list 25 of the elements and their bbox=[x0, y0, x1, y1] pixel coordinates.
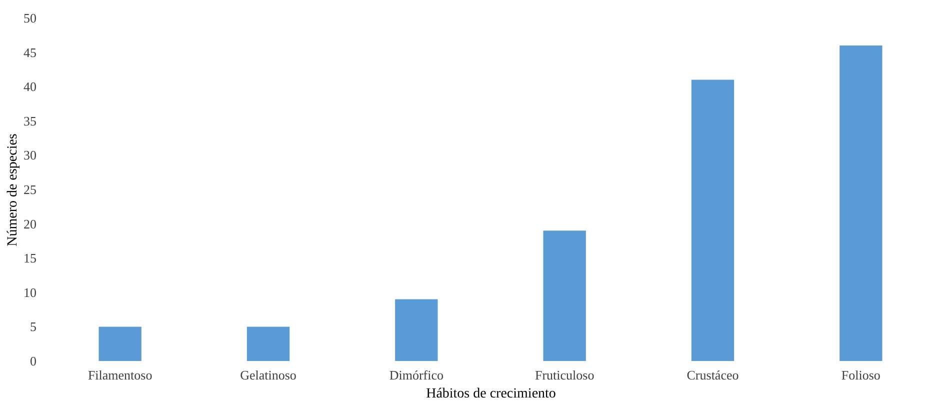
x-tick-label: Filamentoso bbox=[88, 368, 152, 382]
y-tick-label: 15 bbox=[24, 250, 36, 266]
x-tick-label: Folioso bbox=[841, 368, 880, 382]
bar bbox=[691, 80, 734, 361]
x-tick-label: Dimórfico bbox=[389, 368, 444, 382]
y-tick-label: 25 bbox=[24, 182, 36, 197]
y-tick-label: 5 bbox=[30, 319, 36, 334]
y-tick-label: 40 bbox=[24, 79, 36, 94]
bar bbox=[395, 299, 438, 361]
y-tick-label: 45 bbox=[24, 44, 36, 60]
bar bbox=[246, 326, 290, 361]
x-tick-label: Fruticuloso bbox=[534, 368, 594, 382]
y-tick-label: 50 bbox=[24, 10, 36, 26]
x-tick-label: Crustáceo bbox=[686, 368, 739, 382]
y-tick-label: 0 bbox=[30, 354, 36, 368]
bar bbox=[98, 326, 142, 361]
bar bbox=[840, 45, 882, 361]
y-tick-label: 10 bbox=[24, 284, 36, 300]
y-tick-label: 20 bbox=[24, 216, 36, 232]
x-axis-title: Hábitos de crecimiento bbox=[426, 386, 556, 402]
bar bbox=[543, 230, 586, 361]
y-tick-label: 30 bbox=[24, 148, 36, 163]
y-axis-title: Número de especies bbox=[6, 134, 20, 246]
y-tick-label: 35 bbox=[24, 113, 36, 128]
x-tick-label: Gelatinoso bbox=[240, 368, 296, 382]
